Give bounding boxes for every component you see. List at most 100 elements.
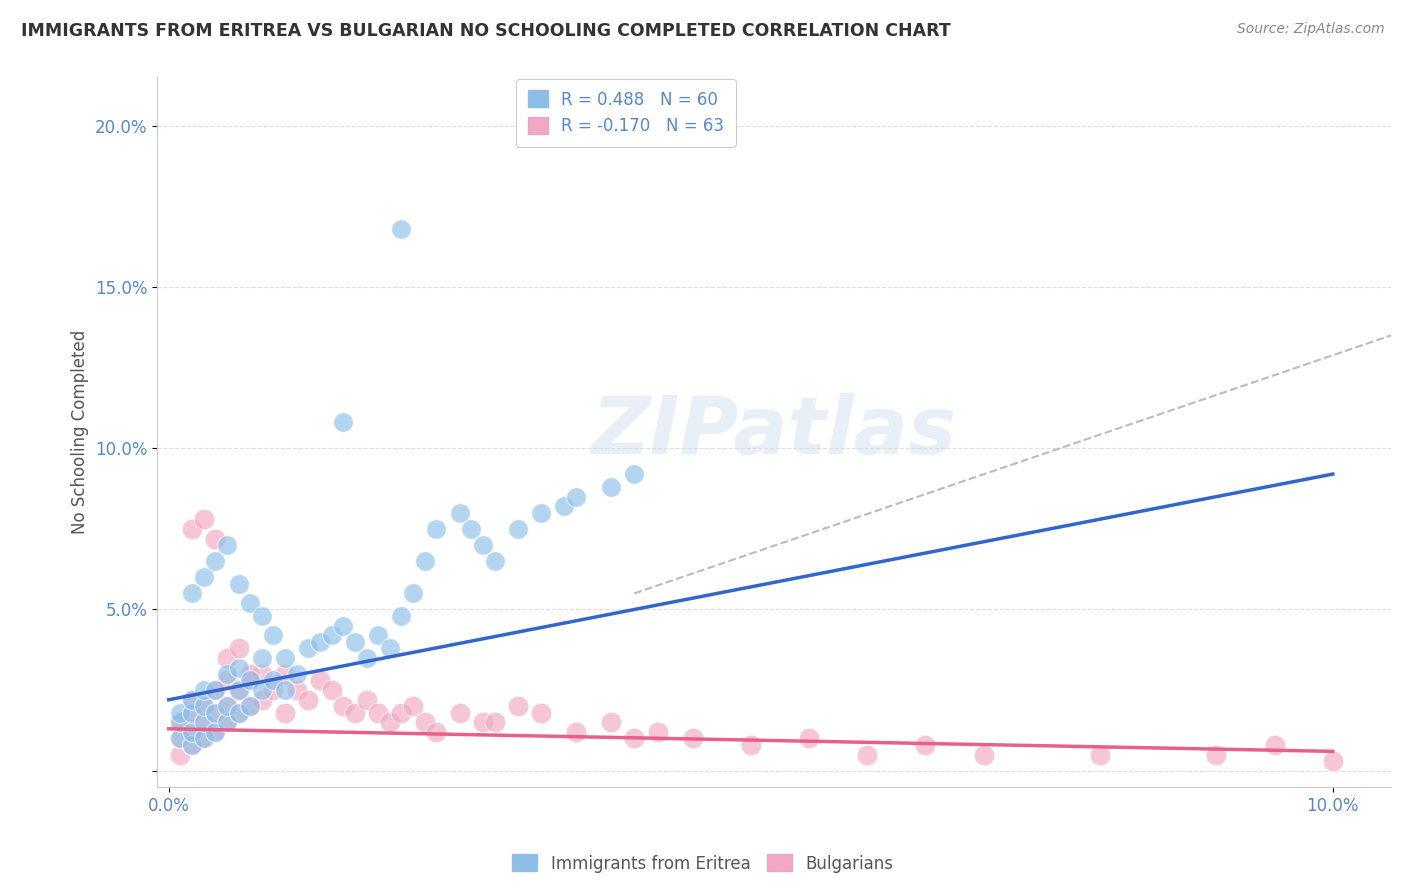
Point	[193, 699, 215, 714]
Point	[181, 738, 204, 752]
Point	[378, 641, 401, 656]
Point	[193, 570, 215, 584]
Point	[181, 725, 204, 739]
Point	[484, 715, 506, 730]
Point	[682, 731, 704, 746]
Point	[914, 738, 936, 752]
Legend: Immigrants from Eritrea, Bulgarians: Immigrants from Eritrea, Bulgarians	[506, 847, 900, 880]
Point	[332, 699, 354, 714]
Point	[413, 715, 436, 730]
Point	[332, 416, 354, 430]
Point	[378, 715, 401, 730]
Point	[1088, 747, 1111, 762]
Point	[204, 683, 226, 698]
Point	[215, 651, 238, 665]
Point	[250, 651, 273, 665]
Point	[193, 731, 215, 746]
Point	[204, 706, 226, 720]
Point	[250, 609, 273, 624]
Point	[181, 706, 204, 720]
Point	[215, 538, 238, 552]
Point	[239, 673, 262, 688]
Point	[204, 725, 226, 739]
Point	[565, 490, 588, 504]
Point	[425, 522, 447, 536]
Point	[413, 554, 436, 568]
Point	[356, 651, 378, 665]
Point	[169, 747, 191, 762]
Point	[1264, 738, 1286, 752]
Point	[449, 706, 471, 720]
Point	[181, 706, 204, 720]
Point	[262, 683, 284, 698]
Point	[391, 222, 413, 236]
Point	[204, 683, 226, 698]
Point	[250, 693, 273, 707]
Point	[250, 683, 273, 698]
Point	[285, 667, 308, 681]
Point	[228, 683, 250, 698]
Point	[215, 699, 238, 714]
Point	[193, 683, 215, 698]
Point	[181, 738, 204, 752]
Y-axis label: No Schooling Completed: No Schooling Completed	[72, 330, 89, 534]
Point	[262, 628, 284, 642]
Point	[472, 715, 495, 730]
Point	[239, 699, 262, 714]
Point	[797, 731, 820, 746]
Point	[239, 667, 262, 681]
Point	[449, 506, 471, 520]
Point	[553, 500, 575, 514]
Point	[1205, 747, 1227, 762]
Point	[647, 725, 669, 739]
Point	[204, 554, 226, 568]
Text: Source: ZipAtlas.com: Source: ZipAtlas.com	[1237, 22, 1385, 37]
Point	[274, 651, 297, 665]
Text: IMMIGRANTS FROM ERITREA VS BULGARIAN NO SCHOOLING COMPLETED CORRELATION CHART: IMMIGRANTS FROM ERITREA VS BULGARIAN NO …	[21, 22, 950, 40]
Point	[425, 725, 447, 739]
Point	[228, 660, 250, 674]
Point	[215, 715, 238, 730]
Point	[565, 725, 588, 739]
Point	[274, 706, 297, 720]
Point	[193, 715, 215, 730]
Point	[297, 641, 319, 656]
Point	[1322, 754, 1344, 768]
Point	[215, 667, 238, 681]
Point	[193, 699, 215, 714]
Point	[356, 693, 378, 707]
Point	[285, 683, 308, 698]
Point	[169, 706, 191, 720]
Point	[193, 715, 215, 730]
Point	[228, 706, 250, 720]
Point	[169, 715, 191, 730]
Point	[262, 673, 284, 688]
Point	[600, 715, 623, 730]
Point	[181, 522, 204, 536]
Point	[228, 576, 250, 591]
Point	[506, 699, 529, 714]
Legend: R = 0.488   N = 60, R = -0.170   N = 63: R = 0.488 N = 60, R = -0.170 N = 63	[516, 78, 735, 146]
Point	[169, 731, 191, 746]
Point	[204, 532, 226, 546]
Point	[169, 731, 191, 746]
Point	[740, 738, 762, 752]
Point	[530, 506, 553, 520]
Point	[239, 596, 262, 610]
Point	[530, 706, 553, 720]
Point	[484, 554, 506, 568]
Point	[215, 673, 238, 688]
Point	[215, 699, 238, 714]
Point	[274, 667, 297, 681]
Point	[239, 673, 262, 688]
Point	[343, 706, 366, 720]
Point	[181, 693, 204, 707]
Point	[600, 480, 623, 494]
Point	[181, 693, 204, 707]
Point	[623, 731, 645, 746]
Point	[193, 731, 215, 746]
Point	[391, 706, 413, 720]
Point	[391, 609, 413, 624]
Point	[228, 683, 250, 698]
Point	[506, 522, 529, 536]
